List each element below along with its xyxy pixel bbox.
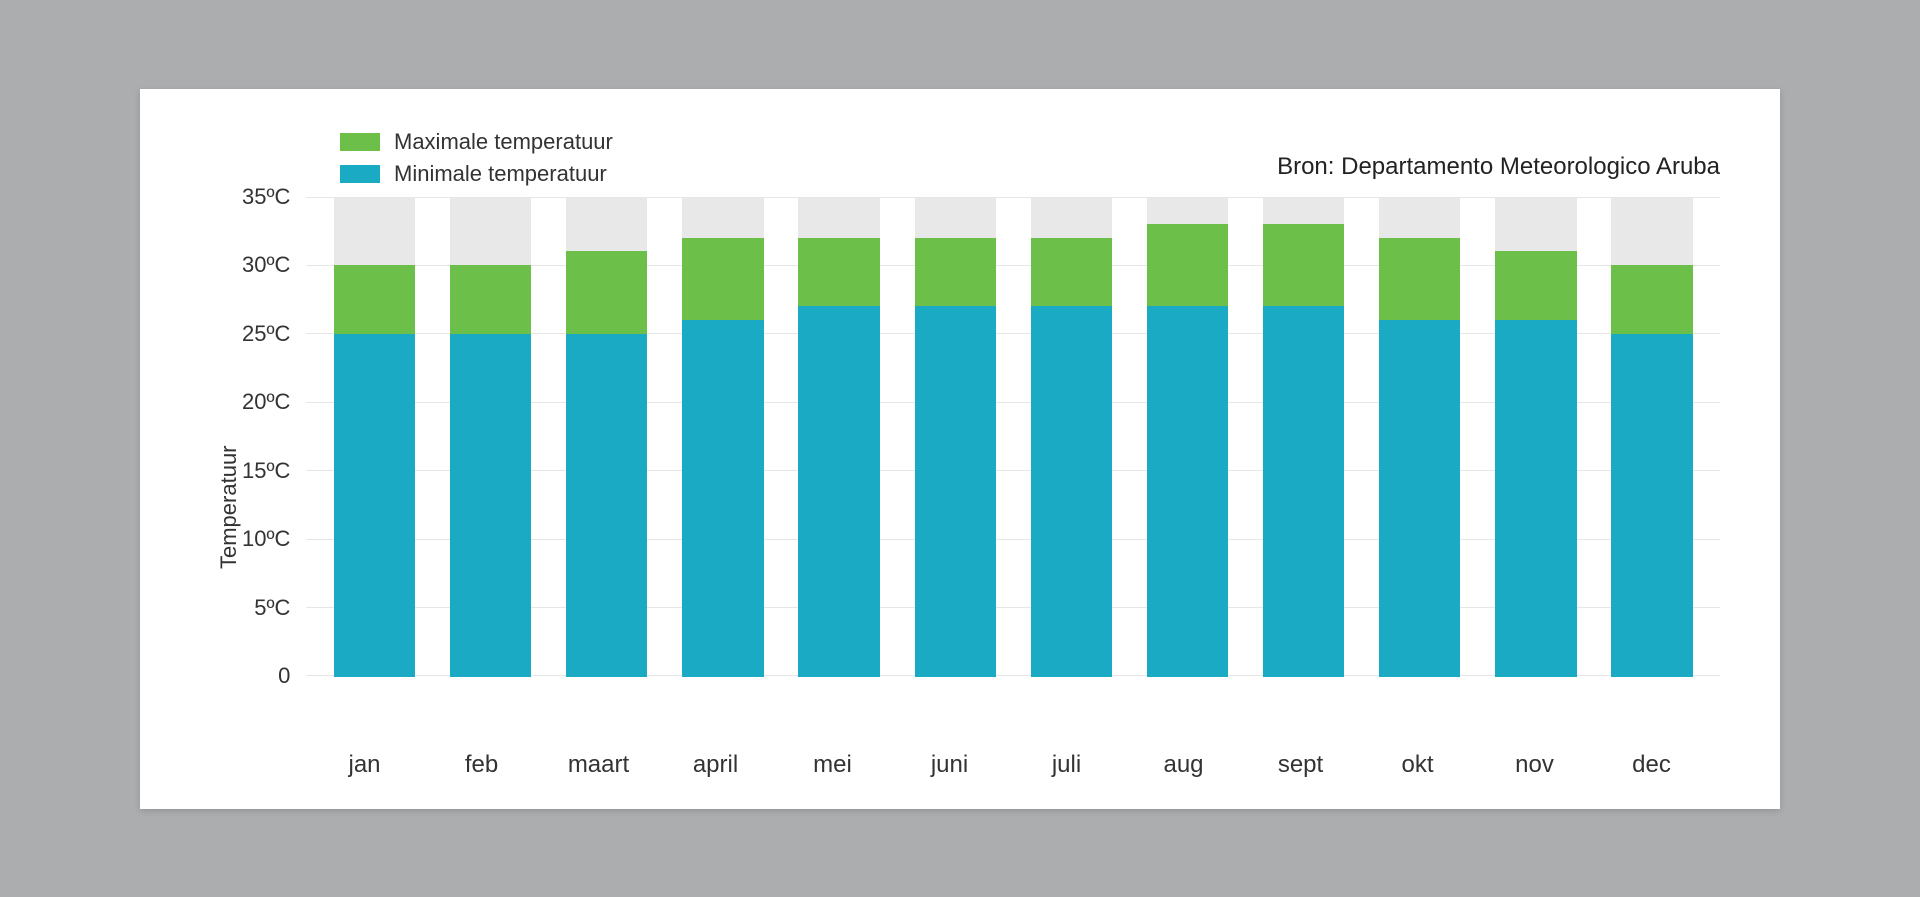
bar-bg-segment [1611,197,1692,266]
bar-max-segment [566,251,647,333]
bar-dec [1611,197,1692,677]
bar-feb [450,197,531,677]
bar-slot [1129,197,1245,677]
bar-max-segment [334,265,415,334]
bar-slot [549,197,665,677]
x-tick-label: okt [1359,751,1476,779]
bar-bg-segment [1263,197,1344,224]
bar-slot [433,197,549,677]
legend: Maximale temperatuur Minimale temperatuu… [340,129,613,187]
bar-min-segment [334,334,415,677]
chart-header: Maximale temperatuur Minimale temperatuu… [200,129,1720,187]
bar-slot [1594,197,1710,677]
bar-min-segment [682,320,763,677]
bar-nov [1495,197,1576,677]
x-tick-label: april [657,751,774,779]
legend-label-min: Minimale temperatuur [394,161,607,187]
legend-label-max: Maximale temperatuur [394,129,613,155]
bar-min-segment [1611,334,1692,677]
bars-container [306,197,1720,677]
bar-slot [665,197,781,677]
x-axis-labels: janfebmaartaprilmeijunijuliaugseptoktnov… [296,751,1720,779]
legend-item-min: Minimale temperatuur [340,161,613,187]
bar-slot [1362,197,1478,677]
bar-max-segment [682,238,763,320]
bar-min-segment [1379,320,1460,677]
bar-max-segment [798,238,879,307]
bar-slot [1246,197,1362,677]
bar-min-segment [1263,306,1344,676]
bar-mei [798,197,879,677]
bar-max-segment [1495,251,1576,320]
bar-juli [1031,197,1112,677]
legend-item-max: Maximale temperatuur [340,129,613,155]
x-tick-label: jan [306,751,423,779]
x-tick-label: juli [1008,751,1125,779]
legend-swatch-max [340,133,380,151]
x-tick-label: sept [1242,751,1359,779]
bar-bg-segment [566,197,647,252]
chart-body: Temperatuur 35ºC30ºC25ºC20ºC15ºC10ºC5ºC0 [200,197,1720,737]
bar-min-segment [1147,306,1228,676]
bar-bg-segment [915,197,996,238]
bar-jan [334,197,415,677]
y-axis-ticks: 35ºC30ºC25ºC20ºC15ºC10ºC5ºC0 [242,197,300,677]
bar-bg-segment [1379,197,1460,238]
x-tick-label: nov [1476,751,1593,779]
bar-bg-segment [1495,197,1576,252]
bar-aug [1147,197,1228,677]
bar-bg-segment [450,197,531,266]
bar-max-segment [1263,224,1344,306]
bar-bg-segment [798,197,879,238]
bar-min-segment [1031,306,1112,676]
chart-card: Maximale temperatuur Minimale temperatuu… [140,89,1780,809]
bar-max-segment [1031,238,1112,307]
bar-max-segment [1147,224,1228,306]
bar-slot [1478,197,1594,677]
bar-okt [1379,197,1460,677]
bar-min-segment [450,334,531,677]
bar-max-segment [1379,238,1460,320]
bar-slot [1013,197,1129,677]
bar-min-segment [1495,320,1576,677]
bar-bg-segment [1147,197,1228,224]
bar-maart [566,197,647,677]
bar-bg-segment [334,197,415,266]
bar-slot [316,197,432,677]
bar-max-segment [915,238,996,307]
x-tick-label: maart [540,751,657,779]
bar-april [682,197,763,677]
bar-slot [781,197,897,677]
bar-slot [897,197,1013,677]
x-tick-label: juni [891,751,1008,779]
source-text: Bron: Departamento Meteorologico Aruba [1277,153,1720,181]
x-tick-label: feb [423,751,540,779]
plot-area [306,197,1720,677]
x-tick-label: dec [1593,751,1710,779]
bar-max-segment [450,265,531,334]
x-tick-label: aug [1125,751,1242,779]
bar-min-segment [566,334,647,677]
y-axis-label: Temperatuur [210,197,242,737]
bar-min-segment [798,306,879,676]
x-tick-label: mei [774,751,891,779]
bar-max-segment [1611,265,1692,334]
legend-swatch-min [340,165,380,183]
bar-bg-segment [1031,197,1112,238]
bar-bg-segment [682,197,763,238]
bar-juni [915,197,996,677]
bar-sept [1263,197,1344,677]
bar-min-segment [915,306,996,676]
